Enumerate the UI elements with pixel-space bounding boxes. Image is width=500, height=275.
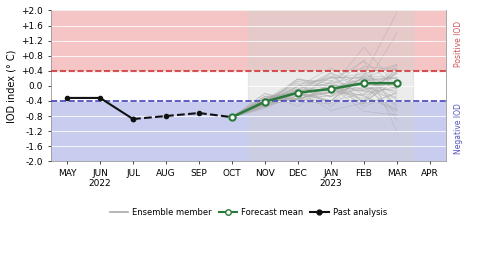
Y-axis label: IOD index (° C): IOD index (° C) — [7, 49, 17, 123]
Bar — [248, 10, 414, 161]
Legend: Ensemble member, Forecast mean, Past analysis: Ensemble member, Forecast mean, Past ana… — [106, 205, 391, 221]
Bar — [50, 101, 446, 161]
Text: Negative IOD: Negative IOD — [454, 103, 463, 153]
Text: Positive IOD: Positive IOD — [454, 21, 463, 67]
Bar — [50, 10, 446, 71]
